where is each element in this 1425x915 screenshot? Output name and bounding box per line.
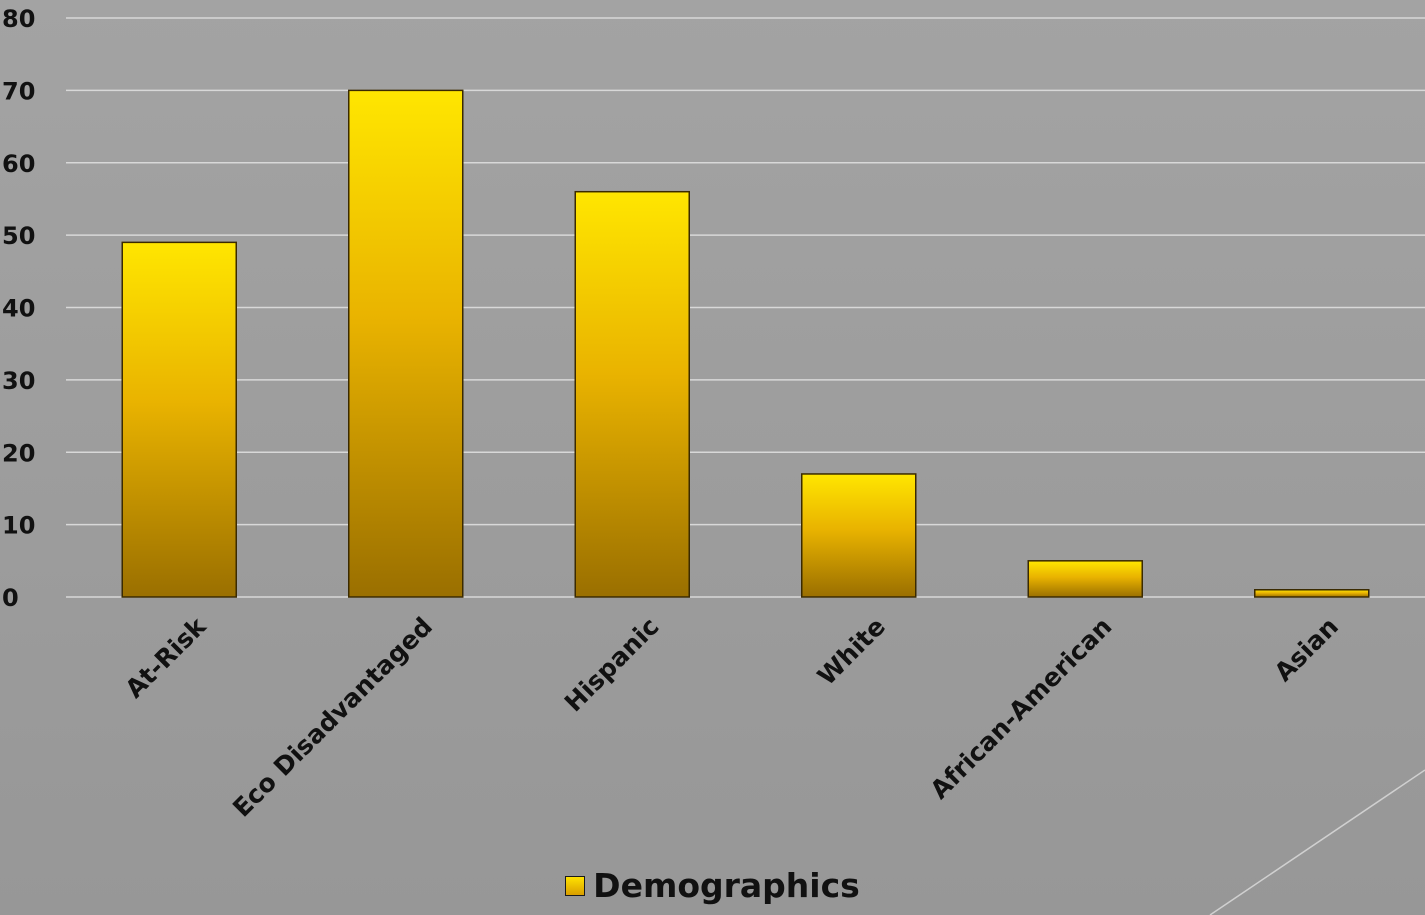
y-tick-label: 80 [2, 5, 35, 33]
gridlines [66, 17, 1425, 598]
y-tick-label: 50 [2, 222, 35, 250]
legend: Demographics [0, 866, 1425, 905]
bar-hispanic [574, 190, 690, 598]
y-axis-tick-labels: 0 10 20 30 40 50 60 70 80 [2, 5, 35, 612]
y-tick-label: 40 [2, 295, 35, 323]
x-tick-label: Eco Disadvantaged [227, 612, 438, 823]
y-tick-label: 30 [2, 367, 35, 395]
x-tick-label: African-American [925, 612, 1118, 805]
x-tick-label: Hispanic [559, 612, 665, 718]
bar-white [801, 473, 917, 598]
y-tick-label: 70 [2, 77, 35, 105]
bar-asian [1254, 589, 1370, 598]
bars [121, 89, 1370, 598]
y-tick-label: 20 [2, 439, 35, 467]
x-tick-label: Asian [1269, 612, 1344, 687]
legend-swatch [565, 875, 586, 896]
x-tick-label: At-Risk [120, 611, 213, 704]
y-tick-label: 0 [2, 584, 19, 612]
x-tick-label: White [812, 612, 891, 691]
y-tick-label: 60 [2, 150, 35, 178]
bar-eco-disadvantaged [348, 89, 464, 598]
legend-label: Demographics [593, 866, 860, 905]
y-tick-label: 10 [2, 512, 35, 540]
bar-at-risk [121, 241, 237, 598]
corner-decoration [1209, 769, 1425, 915]
bar-african-american [1027, 560, 1143, 598]
x-axis-tick-labels: At-Risk Eco Disadvantaged Hispanic White Afr… [120, 611, 1344, 823]
